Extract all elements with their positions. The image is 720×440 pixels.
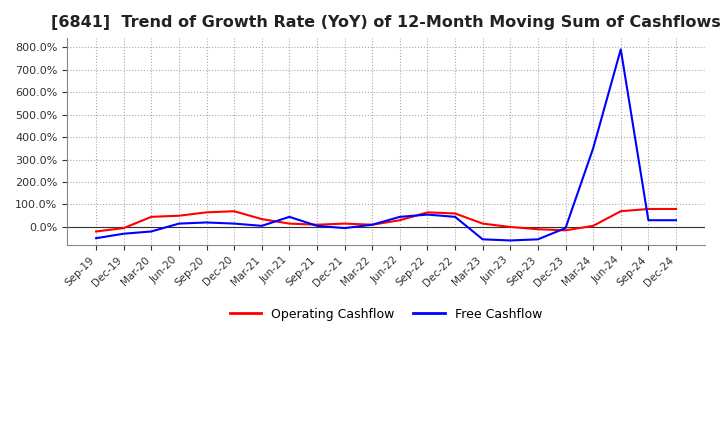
Operating Cashflow xyxy=(230,209,238,214)
Operating Cashflow xyxy=(258,216,266,222)
Operating Cashflow xyxy=(589,223,598,228)
Operating Cashflow xyxy=(202,210,211,215)
Operating Cashflow xyxy=(368,222,377,227)
Operating Cashflow xyxy=(423,210,432,215)
Free Cashflow xyxy=(395,214,404,220)
Operating Cashflow xyxy=(175,213,184,218)
Free Cashflow xyxy=(368,222,377,227)
Operating Cashflow xyxy=(91,229,100,234)
Free Cashflow xyxy=(312,223,321,228)
Free Cashflow xyxy=(91,235,100,241)
Title: [6841]  Trend of Growth Rate (YoY) of 12-Month Moving Sum of Cashflows: [6841] Trend of Growth Rate (YoY) of 12-… xyxy=(51,15,720,30)
Operating Cashflow xyxy=(120,225,128,231)
Free Cashflow xyxy=(258,223,266,228)
Free Cashflow xyxy=(506,238,515,243)
Free Cashflow xyxy=(285,214,294,220)
Operating Cashflow xyxy=(147,214,156,220)
Operating Cashflow xyxy=(395,218,404,223)
Operating Cashflow xyxy=(672,206,680,212)
Free Cashflow xyxy=(672,218,680,223)
Line: Operating Cashflow: Operating Cashflow xyxy=(96,209,676,231)
Free Cashflow xyxy=(561,225,570,231)
Free Cashflow xyxy=(423,212,432,217)
Operating Cashflow xyxy=(644,206,653,212)
Free Cashflow xyxy=(202,220,211,225)
Operating Cashflow xyxy=(451,211,459,216)
Operating Cashflow xyxy=(616,209,625,214)
Operating Cashflow xyxy=(534,227,542,232)
Free Cashflow xyxy=(451,214,459,220)
Free Cashflow xyxy=(120,231,128,236)
Free Cashflow xyxy=(644,218,653,223)
Free Cashflow xyxy=(175,221,184,226)
Line: Free Cashflow: Free Cashflow xyxy=(96,49,676,240)
Free Cashflow xyxy=(478,237,487,242)
Free Cashflow xyxy=(534,237,542,242)
Free Cashflow xyxy=(341,225,349,231)
Legend: Operating Cashflow, Free Cashflow: Operating Cashflow, Free Cashflow xyxy=(225,303,547,326)
Free Cashflow xyxy=(616,47,625,52)
Free Cashflow xyxy=(147,229,156,234)
Operating Cashflow xyxy=(312,222,321,227)
Operating Cashflow xyxy=(506,224,515,230)
Free Cashflow xyxy=(230,221,238,226)
Operating Cashflow xyxy=(285,221,294,226)
Operating Cashflow xyxy=(341,221,349,226)
Operating Cashflow xyxy=(561,228,570,233)
Free Cashflow xyxy=(589,146,598,151)
Operating Cashflow xyxy=(478,221,487,226)
